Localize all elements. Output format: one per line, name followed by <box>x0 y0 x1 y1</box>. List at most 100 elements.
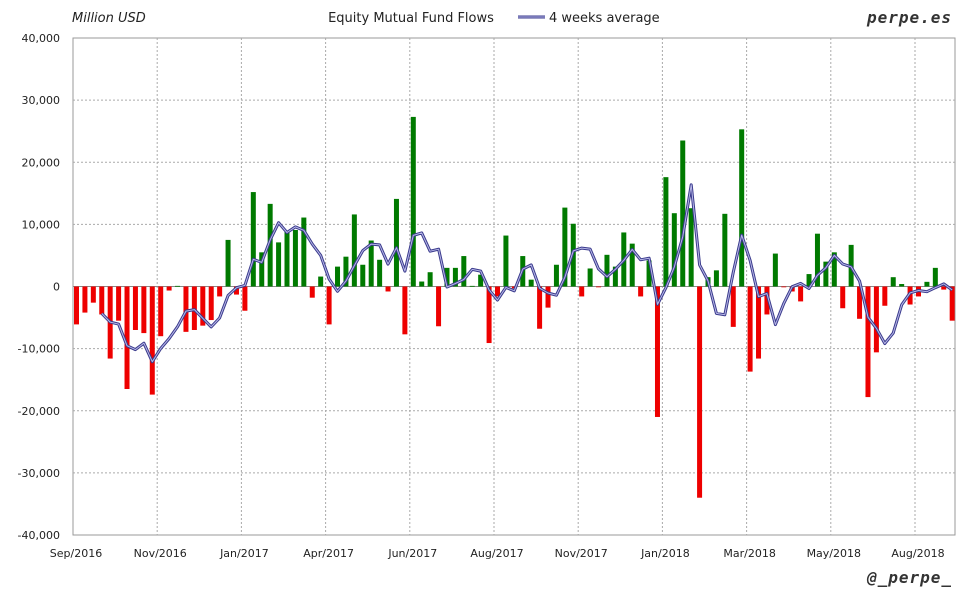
x-tick-label: Aug/2018 <box>891 547 944 560</box>
bar-outflow <box>183 286 189 332</box>
y-unit-label: Million USD <box>72 11 146 26</box>
bar-inflow <box>562 207 568 287</box>
bar-inflow <box>739 129 745 287</box>
bar-inflow <box>587 268 593 287</box>
x-tick-label: Apr/2017 <box>303 547 354 560</box>
bar-inflow <box>276 242 282 287</box>
bar-outflow <box>200 286 206 326</box>
bar-inflow <box>604 254 610 287</box>
bar-outflow <box>436 286 442 327</box>
bar-inflow <box>292 229 298 287</box>
bar-inflow <box>419 281 425 287</box>
bar-inflow <box>722 213 728 287</box>
y-tick-label: -30,000 <box>18 467 60 480</box>
bar-outflow <box>764 286 770 315</box>
bar-outflow <box>865 286 871 398</box>
bar-inflow <box>713 270 719 287</box>
bar-outflow <box>99 286 105 315</box>
y-tick-label: -20,000 <box>18 405 60 418</box>
x-tick-label: Jun/2017 <box>387 547 437 560</box>
bar-inflow <box>823 261 829 287</box>
bar-outflow <box>486 286 492 344</box>
average-line-inner <box>101 184 953 363</box>
bar-inflow <box>680 140 686 287</box>
bar-outflow <box>166 286 172 291</box>
bar-outflow <box>596 286 602 288</box>
bar-inflow <box>427 272 433 287</box>
x-tick-label: Jan/2018 <box>640 547 690 560</box>
bar-inflow <box>225 239 231 287</box>
bar-inflow <box>663 177 669 287</box>
bar-outflow <box>697 286 703 498</box>
bar-outflow <box>208 286 214 321</box>
bar-inflow <box>377 259 383 287</box>
bar-inflow <box>806 274 812 287</box>
bar-inflow <box>890 277 896 287</box>
legend-label: 4 weeks average <box>549 11 660 26</box>
bar-inflow <box>553 264 559 287</box>
bar-outflow <box>385 286 391 292</box>
bar-inflow <box>612 266 618 287</box>
average-line-group <box>100 183 954 364</box>
bar-outflow <box>233 286 239 295</box>
bar-outflow <box>141 286 147 334</box>
bar-outflow <box>537 286 543 329</box>
bar-inflow <box>410 116 416 287</box>
x-tick-label: Nov/2016 <box>134 547 187 560</box>
bar-inflow <box>250 192 256 287</box>
bar-inflow <box>318 276 324 287</box>
bar-outflow <box>116 286 122 321</box>
y-tick-label: 30,000 <box>22 94 61 107</box>
bar-inflow <box>629 243 635 287</box>
bar-outflow <box>857 286 863 319</box>
bar-inflow <box>814 233 820 287</box>
bar-outflow <box>579 286 585 297</box>
y-tick-label: 10,000 <box>22 218 61 231</box>
bar-outflow <box>756 286 762 359</box>
bar-outflow <box>242 286 248 311</box>
bar-inflow <box>831 252 837 287</box>
bar-outflow <box>74 286 79 325</box>
bar-outflow <box>654 286 660 417</box>
y-tick-label: 20,000 <box>22 156 61 169</box>
bar-inflow <box>671 213 677 287</box>
bar-inflow <box>469 285 475 287</box>
bar-inflow <box>444 267 450 287</box>
bar-outflow <box>638 286 644 297</box>
x-tick-label: Aug/2017 <box>470 547 523 560</box>
bar-inflow <box>301 217 307 287</box>
bar-outflow <box>132 286 138 330</box>
bar-outflow <box>730 286 736 327</box>
bar-outflow <box>149 286 155 395</box>
twitter-handle: @_perpe_ <box>866 568 952 587</box>
y-tick-label: 40,000 <box>22 32 61 45</box>
bar-outflow <box>949 286 955 321</box>
bar-inflow <box>368 240 374 287</box>
bar-outflow <box>124 286 130 390</box>
bar-inflow <box>646 260 652 287</box>
bar-outflow <box>82 286 88 313</box>
bar-outflow <box>873 286 879 353</box>
y-tick-labels: 40,000 30,000 20,000 10,000 0 -10,000 -20,000 -… <box>18 32 60 542</box>
bar-outflow <box>840 286 846 309</box>
x-tick-label: Jan/2017 <box>219 547 269 560</box>
bar-inflow <box>351 214 357 287</box>
bar-outflow <box>495 286 500 297</box>
x-tick-label: May/2018 <box>807 547 861 560</box>
y-tick-label: 0 <box>53 281 60 294</box>
bar-inflow <box>899 284 905 287</box>
bar-outflow <box>90 286 96 303</box>
bar-inflow <box>528 279 534 287</box>
bar-outflow <box>402 286 408 335</box>
bar-outflow <box>545 286 551 308</box>
bar-outflow <box>309 286 315 298</box>
x-tick-label: Mar/2018 <box>723 547 775 560</box>
bar-outflow <box>882 286 888 306</box>
bar-inflow <box>461 256 467 287</box>
bar-outflow <box>217 286 223 297</box>
bar-inflow <box>478 274 484 287</box>
y-tick-label: -10,000 <box>18 343 60 356</box>
bar-inflow <box>267 203 273 287</box>
brand-logo: perpe.es <box>866 8 952 27</box>
y-tick-label: -40,000 <box>18 529 60 542</box>
